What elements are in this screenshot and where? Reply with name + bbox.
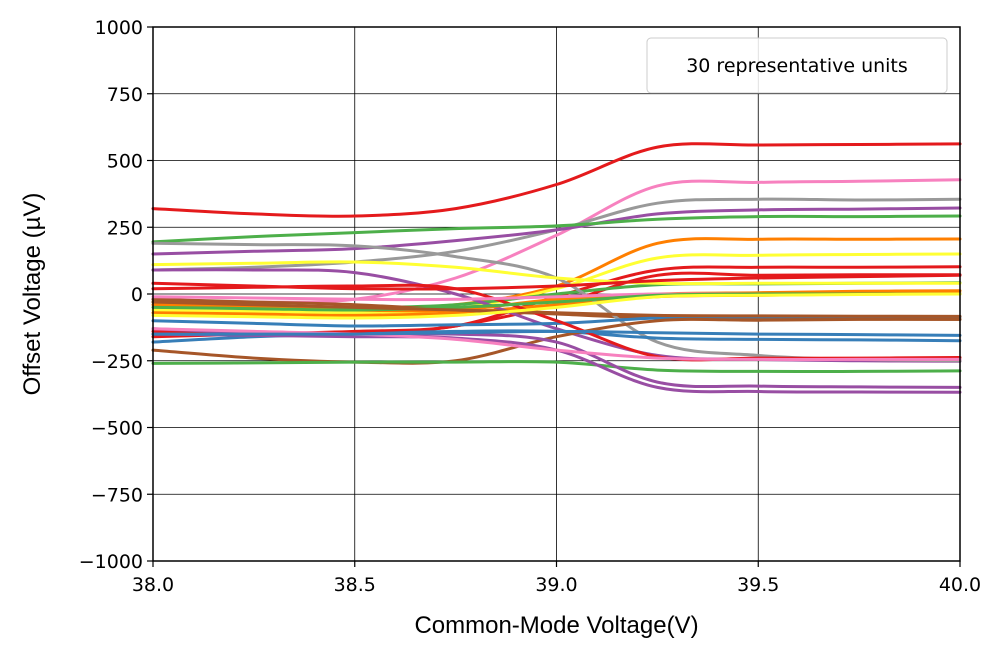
legend-box	[646, 37, 948, 94]
x-tick-label-4: 40.0	[939, 574, 981, 596]
series-line-1	[151, 142, 962, 218]
series-line-18	[151, 360, 962, 374]
series-line-17	[151, 317, 962, 365]
y-axis: 1000 750 500 250 0 −250 −500 −750 −1000	[79, 17, 153, 573]
series-line-4	[151, 206, 962, 256]
series-line-30	[151, 292, 962, 320]
y-tick-label-5: −250	[91, 351, 143, 373]
y-tick-label-1: 750	[107, 84, 143, 106]
x-tick-label-0: 38.0	[132, 574, 174, 596]
y-tick-label-7: −750	[91, 484, 143, 506]
y-tick-label-0: 1000	[95, 17, 143, 39]
series-line-28	[151, 300, 962, 318]
x-tick-label-3: 39.5	[737, 574, 779, 596]
series-line-26	[151, 273, 962, 291]
legend: 30 representative units	[646, 37, 948, 94]
y-tick-label-6: −500	[91, 418, 143, 440]
x-tick-label-1: 38.5	[334, 574, 376, 596]
y-tick-label-4: 0	[131, 284, 143, 306]
series-line-23	[151, 260, 962, 286]
series-line-22	[151, 327, 962, 361]
y-tick-label-8: −1000	[79, 551, 143, 573]
series-line-29	[151, 329, 962, 337]
x-axis-title: Common-Mode Voltage(V)	[414, 612, 698, 639]
legend-text: 30 representative units	[686, 55, 908, 77]
x-axis: 38.0 38.5 39.0 39.5 40.0	[132, 561, 981, 596]
series-line-7	[151, 252, 962, 315]
x-tick-label-2: 39.0	[535, 574, 577, 596]
y-tick-label-3: 250	[107, 217, 143, 239]
series-lines	[151, 142, 962, 394]
y-axis-title: Offset Voltage (µV)	[19, 193, 46, 396]
series-line-5	[151, 214, 962, 244]
y-tick-label-2: 500	[107, 151, 143, 173]
